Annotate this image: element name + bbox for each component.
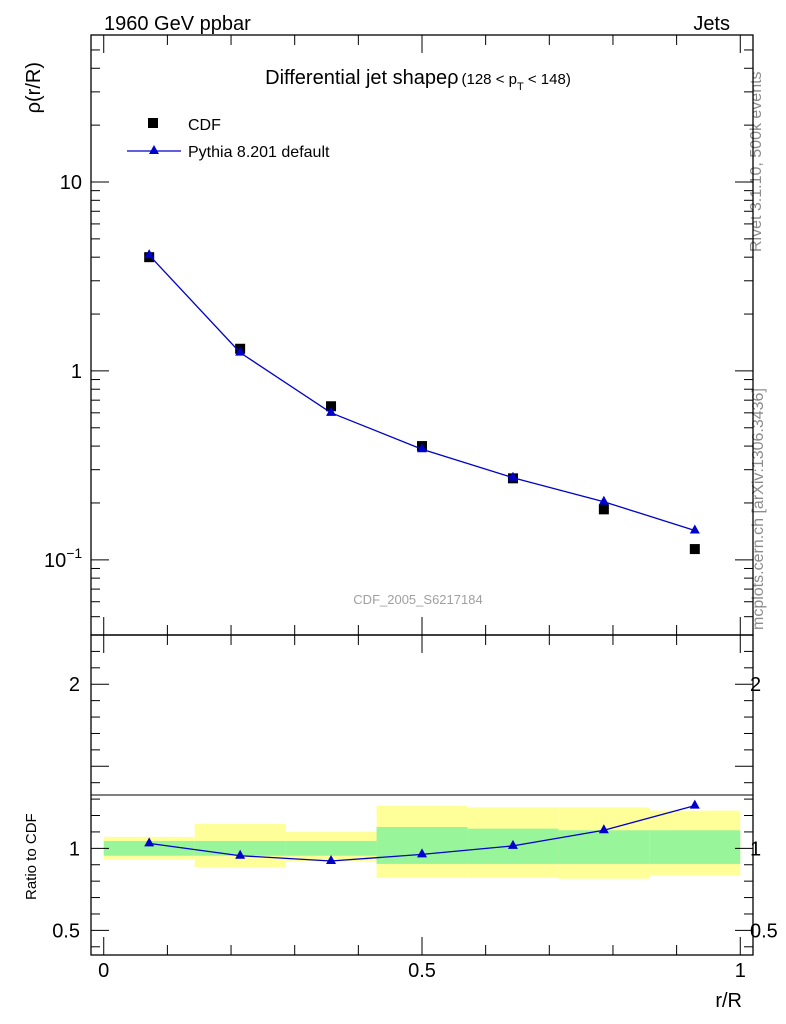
ratio-y-tick-label-right: 1 — [750, 838, 761, 860]
pythia-data-point — [598, 495, 609, 505]
stat-uncertainty-band — [103, 840, 195, 856]
legend-pythia-marker — [149, 145, 159, 154]
chart-title: Differential jet shapeρ (128 < pT < 148) — [265, 67, 571, 93]
ratio-frame — [90, 634, 754, 956]
main-y-tick-label: 1 — [71, 361, 82, 383]
rivet-version-label: Rivet 3.1.10, 500k events — [748, 71, 765, 252]
pythia-data-point — [235, 346, 246, 356]
main-y-axis-label: ρ(r/R) — [23, 62, 45, 113]
ratio-y-tick-label-right: 0.5 — [750, 920, 778, 942]
ratio-axis-ticks — [91, 635, 753, 955]
ratio-pythia-point — [235, 849, 246, 859]
ratio-y-tick-label: 0.5 — [52, 920, 80, 942]
analysis-id-label: CDF_2005_S6217184 — [353, 592, 482, 607]
pythia-data-point — [144, 249, 155, 259]
ratio-pythia-point — [689, 799, 700, 809]
legend: CDF Pythia 8.201 default — [127, 117, 330, 161]
cdf-data-point — [598, 504, 609, 515]
ratio-pythia-point — [417, 848, 427, 858]
ratio-y-tick-label: 2 — [69, 674, 80, 696]
stat-uncertainty-band — [376, 827, 468, 864]
ratio-uncertainty-bands — [103, 805, 741, 879]
ratio-y-tick-label-right: 2 — [750, 674, 761, 696]
main-y-tick-label: 10−1 — [44, 545, 82, 572]
ratio-pythia-point — [144, 837, 155, 847]
ratio-panel: 2 21 10.5 0.50 0.5 1 Ratio to CDF r/R — [23, 634, 778, 1012]
ratio-pythia-point — [598, 824, 609, 834]
ratio-y-axis-label: Ratio to CDF — [23, 813, 40, 900]
x-tick-label: 0.5 — [408, 960, 436, 982]
pythia-data-point — [689, 524, 700, 534]
pythia-data-point — [507, 471, 518, 481]
ratio-pythia-point — [507, 839, 518, 849]
x-tick-label: 1 — [735, 960, 746, 982]
energy-label: 1960 GeV ppbar — [104, 13, 251, 35]
ratio-y-tick-label: 1 — [69, 838, 80, 860]
stat-uncertainty-band — [285, 840, 377, 856]
x-axis-label: r/R — [715, 990, 742, 1012]
cdf-data-point — [326, 401, 337, 412]
main-y-tick-label: 10 — [60, 172, 82, 194]
legend-cdf-label: CDF — [188, 117, 221, 134]
process-label: Jets — [693, 13, 730, 35]
legend-pythia-label: Pythia 8.201 default — [188, 144, 330, 161]
pythia-data-point — [326, 406, 337, 416]
ratio-pythia-point — [326, 854, 337, 864]
cdf-data-point — [689, 544, 700, 555]
mcplots-label: mcplots.cern.ch [arXiv:1306.3436] — [750, 388, 767, 630]
pythia-line — [148, 254, 696, 532]
x-tick-label: 0 — [98, 960, 109, 982]
legend-cdf-marker — [148, 118, 158, 128]
pythia-data-point — [417, 443, 427, 453]
main-panel: 10 1 10−1 Differential jet shapeρ (128 < pT… — [23, 34, 754, 636]
stat-uncertainty-band — [649, 830, 741, 864]
